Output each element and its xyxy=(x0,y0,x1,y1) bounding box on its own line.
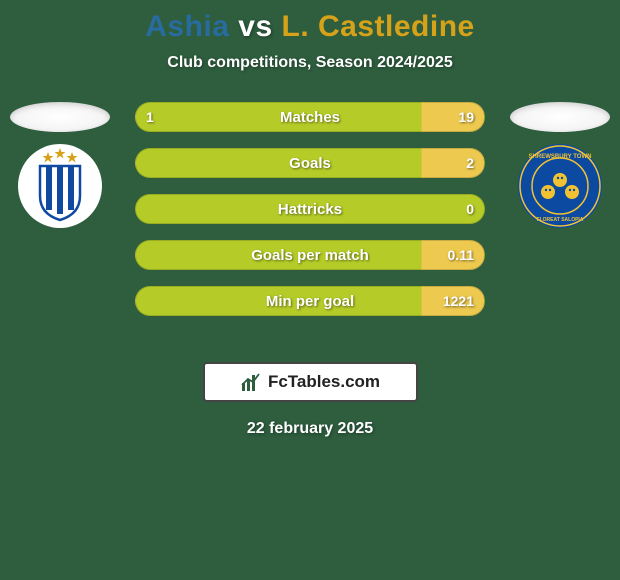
branding-text: FcTables.com xyxy=(268,372,380,392)
left-club-crest xyxy=(18,144,102,228)
right-player-photo-placeholder xyxy=(510,102,610,132)
stat-value-left: 1 xyxy=(146,109,154,125)
stat-value-right: 0 xyxy=(466,201,474,217)
stat-value-right: 2 xyxy=(466,155,474,171)
stat-row: Goals 2 xyxy=(135,148,485,178)
svg-text:SHREWSBURY TOWN: SHREWSBURY TOWN xyxy=(529,154,592,160)
stat-label: Goals xyxy=(289,155,331,172)
svg-text:FLOREAT SALOPIA: FLOREAT SALOPIA xyxy=(537,217,584,223)
stat-label: Min per goal xyxy=(266,293,354,310)
comparison-date: 22 february 2025 xyxy=(0,420,620,438)
left-player-column xyxy=(0,102,120,228)
chart-icon xyxy=(240,371,262,393)
branding-box: FcTables.com xyxy=(203,362,418,402)
huddersfield-crest-icon xyxy=(18,144,102,228)
comparison-area: SHREWSBURY TOWN FLOREAT SALOPIA 1 Matches… xyxy=(0,102,620,342)
stat-row: Hattricks 0 xyxy=(135,194,485,224)
right-player-column: SHREWSBURY TOWN FLOREAT SALOPIA xyxy=(500,102,620,228)
stat-row: Min per goal 1221 xyxy=(135,286,485,316)
title-vs: vs xyxy=(238,10,272,43)
stat-label: Matches xyxy=(280,109,340,126)
stat-row: 1 Matches 19 xyxy=(135,102,485,132)
title-right: L. Castledine xyxy=(282,10,475,43)
stat-value-right: 1221 xyxy=(443,293,474,309)
page-title: Ashia vs L. Castledine xyxy=(0,10,620,44)
right-club-crest: SHREWSBURY TOWN FLOREAT SALOPIA xyxy=(518,144,602,228)
shrewsbury-crest-icon: SHREWSBURY TOWN FLOREAT SALOPIA xyxy=(518,144,602,228)
stat-row: Goals per match 0.11 xyxy=(135,240,485,270)
stat-rows: 1 Matches 19 Goals 2 Hattricks 0 Goals per matc… xyxy=(135,102,485,316)
stat-label: Hattricks xyxy=(278,201,342,218)
stat-label: Goals per match xyxy=(251,247,369,264)
left-player-photo-placeholder xyxy=(10,102,110,132)
subtitle: Club competitions, Season 2024/2025 xyxy=(0,54,620,72)
stat-value-right: 0.11 xyxy=(448,247,474,263)
comparison-card: Ashia vs L. Castledine Club competitions… xyxy=(0,0,620,580)
title-left: Ashia xyxy=(145,10,229,43)
stat-value-right: 19 xyxy=(458,109,474,125)
